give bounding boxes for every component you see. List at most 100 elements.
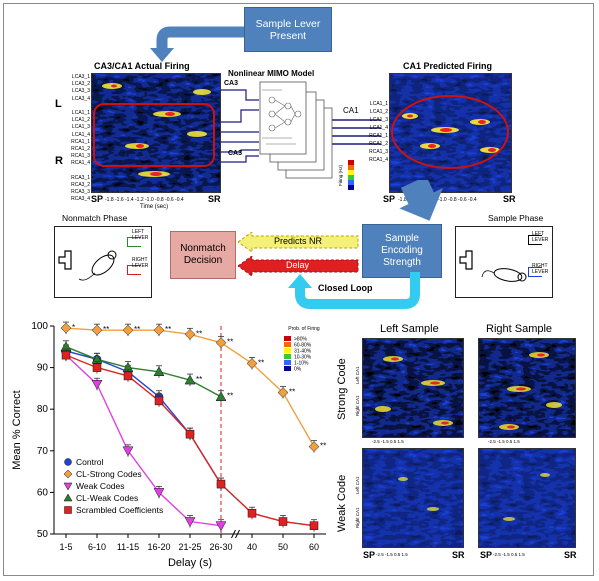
axis-break: [235, 529, 240, 539]
prob-legend-swatch: [284, 354, 291, 359]
data-point: [122, 446, 134, 457]
y-tick-label: 70: [37, 446, 49, 457]
predicts-nr-label: Predicts NR: [274, 236, 323, 246]
weak-left-heatmap: [362, 448, 464, 548]
left-sample-title: Left Sample: [380, 323, 439, 335]
data-point: [247, 508, 257, 518]
sample-lever-label: Sample Lever Present: [255, 17, 321, 42]
right-heatmap-title: CA1 Predicted Firing: [403, 61, 493, 71]
data-point: [91, 324, 103, 336]
data-point: [92, 363, 102, 372]
prob-legend-label: 60-80%: [294, 343, 312, 349]
side-label-l: L: [55, 98, 62, 110]
x-tick-label: 21-25: [178, 542, 201, 552]
data-point: [154, 396, 164, 406]
sample-encoding-box: Sample Encoding Strength: [362, 224, 442, 278]
series-tail-0: [220, 483, 315, 527]
legend-label: CL-Weak Codes: [76, 493, 138, 503]
time-label: Time (sec): [140, 204, 169, 210]
prob-legend-label: >80%: [294, 337, 307, 343]
performance-chart: 50 60 70 80 90 100 1-5 6-10 11-15 16-20 21-25 26-30…: [11, 321, 326, 569]
data-point: [215, 521, 227, 532]
legend-label: Scrambled Coefficients: [76, 505, 163, 515]
significance-star: **: [289, 388, 295, 397]
prob-legend-label: 1-10%: [294, 361, 309, 367]
right-lever-label-b: RIGHT LEVER: [532, 263, 549, 275]
y-tick-label: 100: [31, 321, 48, 332]
prob-legend-title: Prob. of Firing: [288, 326, 320, 332]
significance-star: **: [103, 325, 109, 334]
significance-star: **: [258, 358, 264, 367]
nonmatch-decision-box: Nonmatch Decision: [170, 231, 236, 279]
x-tick-label: 60: [309, 542, 319, 552]
data-point: [153, 488, 165, 498]
left-lever-sample: [528, 235, 542, 245]
right-lever-sample: [528, 267, 542, 277]
significance-star: **: [196, 329, 202, 338]
prob-legend-label: 0%: [294, 367, 302, 373]
y-tick-label: 50: [37, 529, 49, 540]
legend-label: Weak Codes: [76, 481, 125, 491]
arrow-to-heatmap: [150, 26, 244, 62]
x-tick-label: 16-20: [147, 542, 170, 552]
significance-star: **: [227, 338, 233, 347]
left-lever-label-a: LEFT LEVER: [132, 229, 149, 241]
data-point: [185, 429, 195, 439]
left-ca1-label-2: Left CA1: [355, 476, 360, 494]
data-point: [215, 391, 227, 401]
right-sample-title: Right Sample: [486, 323, 553, 335]
prob-legend-swatch: [284, 336, 291, 341]
series-line-2: [65, 354, 222, 527]
delay-label: Delay: [286, 260, 310, 270]
br-sr-left: SR: [452, 550, 465, 560]
prob-legend-swatch: [284, 360, 291, 365]
br-sp-left: SP: [363, 550, 376, 560]
ca1-predicted-heatmap: [389, 73, 512, 193]
left-row-labels: LCA3_1 LCA3_2 LCA3_3 LCA3_4 LCA1_1 LCA1_2 LCA…: [71, 74, 90, 203]
right-lever-nonmatch: [127, 265, 141, 275]
data-point: [215, 337, 227, 348]
mimo-connectors: [221, 89, 381, 163]
x-tick-label: 50: [278, 542, 288, 552]
closed-loop-label: Closed Loop: [318, 283, 373, 293]
ca1-label: CA1: [343, 106, 359, 115]
ca3-ca1-actual-heatmap: [91, 73, 221, 193]
series-line-3: [65, 346, 222, 398]
prob-legend-label: 10-30%: [294, 355, 312, 361]
significance-star: **: [196, 375, 202, 384]
sample-lever-box: Sample Lever Present: [244, 7, 332, 52]
side-label-r: R: [55, 155, 63, 167]
legend-label: Control: [76, 457, 104, 467]
prob-legend-swatch: [284, 342, 291, 347]
data-point: [122, 324, 134, 336]
mimo-title: Nonlinear MIMO Model: [228, 69, 315, 78]
figure-frame: [3, 3, 594, 576]
right-ca1-label-2: Right CA1: [355, 507, 360, 528]
arrow-to-encoding: [399, 180, 443, 221]
left-lever-label-b: LEFT LEVER: [532, 231, 549, 243]
closed-loop-arrow: [288, 272, 420, 309]
data-point: [91, 379, 103, 390]
prob-legend-label: 31-40%: [294, 349, 312, 355]
data-point: [123, 371, 133, 381]
ca3-label-top: CA3: [224, 80, 239, 87]
legend-marker: [64, 506, 72, 514]
legend-marker: [64, 458, 72, 466]
data-point: [60, 322, 72, 334]
data-point: [278, 517, 288, 526]
x-tick-label: 6-10: [88, 542, 106, 552]
legend-label: CL-Strong Codes: [76, 469, 142, 479]
rat-icon-left: [58, 250, 117, 281]
weak-x-ticks-left: -2.5 -1.5 0.5 1.5: [376, 552, 408, 557]
left-sr-label: SR: [208, 194, 221, 204]
left-sp-label: SP: [91, 194, 104, 204]
right-sp-label: SP: [383, 194, 396, 204]
y-axis-label: Mean % Correct: [11, 390, 23, 469]
rat-icon-right: [459, 250, 527, 282]
right-row-labels: LCA1_1 LCA1_2 LCA1_3 LCA1_4 RCA1_1 RCA1_2 RCA…: [369, 101, 388, 163]
br-sp-right: SP: [480, 550, 493, 560]
data-point: [277, 387, 289, 398]
data-point: [309, 521, 319, 530]
prob-legend-swatch: [284, 348, 291, 353]
strong-x-ticks-right: -2.5 -1.5 0.5 1.5: [488, 439, 520, 444]
